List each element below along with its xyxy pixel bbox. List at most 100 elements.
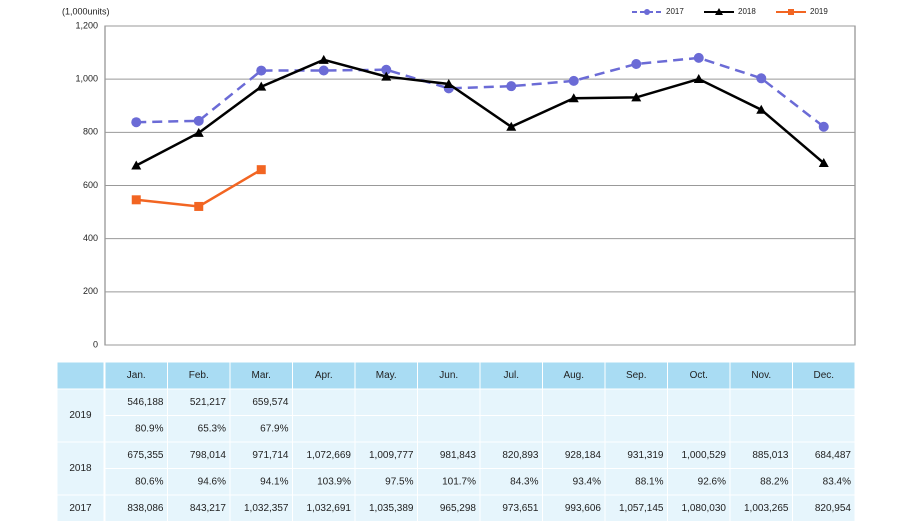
table-cell xyxy=(604,494,668,522)
table-cell xyxy=(479,468,543,496)
table-yoy: 88.2% xyxy=(760,476,788,487)
table-cell xyxy=(167,494,231,522)
point xyxy=(193,127,204,137)
table-cell xyxy=(667,468,731,496)
legend-label: 2017 xyxy=(666,7,684,16)
point xyxy=(756,104,767,114)
x-tick-label: Jun. xyxy=(439,370,458,381)
y-tick-label: 0 xyxy=(93,339,98,349)
point xyxy=(194,201,204,211)
x-tick-label: Jan. xyxy=(127,370,146,381)
x-tick-label: May. xyxy=(376,370,397,381)
table-value: 684,487 xyxy=(815,450,852,461)
series-line xyxy=(136,56,825,128)
table-cell xyxy=(479,415,543,443)
table-value: 820,954 xyxy=(815,503,852,514)
table-cell xyxy=(229,388,293,416)
table-yoy: 80.9% xyxy=(135,423,163,434)
table-value: 981,843 xyxy=(440,450,477,461)
table-year-label: 2019 xyxy=(69,410,92,421)
point xyxy=(193,115,204,126)
table-cell xyxy=(792,415,856,443)
table-cell xyxy=(354,388,418,416)
table-year-label: 2017 xyxy=(69,503,92,514)
table-yoy: 101.7% xyxy=(442,476,476,487)
table-cell xyxy=(542,468,606,496)
table-cell xyxy=(792,388,856,416)
point xyxy=(631,58,642,69)
legend-label: 2019 xyxy=(810,7,828,16)
table-value: 1,035,389 xyxy=(369,503,414,514)
point xyxy=(631,92,642,102)
point xyxy=(381,64,392,75)
table-cell xyxy=(667,388,731,416)
table-value: 798,014 xyxy=(190,450,227,461)
table-value: 971,714 xyxy=(252,450,289,461)
table-cell xyxy=(667,494,731,522)
table-cell xyxy=(667,415,731,443)
table-value: 931,319 xyxy=(627,450,664,461)
table-cell xyxy=(792,441,856,469)
table-year-cell xyxy=(56,388,105,443)
table-cell xyxy=(104,494,168,522)
table-value: 1,072,669 xyxy=(307,450,352,461)
table-value: 1,009,777 xyxy=(369,450,414,461)
point xyxy=(318,65,329,76)
legend-label: 2018 xyxy=(738,7,756,16)
table-year-cell xyxy=(56,494,105,522)
table-cell xyxy=(542,415,606,443)
y-tick-label: 1,200 xyxy=(75,20,98,30)
table-cell xyxy=(354,441,418,469)
x-tick-label: Feb. xyxy=(189,370,209,381)
table-value: 1,003,265 xyxy=(744,503,789,514)
x-tick-label: Sep. xyxy=(626,370,647,381)
table-yoy: 93.4% xyxy=(573,476,601,487)
point xyxy=(693,52,704,63)
table-cell xyxy=(542,494,606,522)
point xyxy=(568,75,579,86)
table-value: 1,032,357 xyxy=(244,503,289,514)
table-cell xyxy=(229,415,293,443)
point xyxy=(506,81,517,92)
table-cell xyxy=(604,415,668,443)
point xyxy=(818,121,829,132)
table-value: 521,217 xyxy=(190,397,227,408)
x-tick-label: Dec. xyxy=(813,370,834,381)
table-value: 838,086 xyxy=(127,503,164,514)
table-value: 1,057,145 xyxy=(619,503,664,514)
table-cell xyxy=(729,415,793,443)
table-value: 659,574 xyxy=(252,397,289,408)
table-header-cell xyxy=(667,361,731,390)
table-header-cell xyxy=(229,361,293,390)
point xyxy=(568,93,579,103)
point xyxy=(756,73,767,84)
table-year-label: 2018 xyxy=(69,463,92,474)
table-value: 675,355 xyxy=(127,450,164,461)
point xyxy=(381,71,392,81)
table-cell xyxy=(729,388,793,416)
table-cell xyxy=(417,494,481,522)
point xyxy=(131,117,142,128)
table-value: 965,298 xyxy=(440,503,477,514)
table-cell xyxy=(104,441,168,469)
x-tick-label: Mar. xyxy=(252,370,271,381)
x-tick-label: Oct. xyxy=(690,370,708,381)
table-cell xyxy=(104,388,168,416)
point xyxy=(818,158,829,168)
x-tick-label: Apr. xyxy=(315,370,333,381)
y-axis-label: (1,000units) xyxy=(62,6,110,16)
table-value: 843,217 xyxy=(190,503,227,514)
table-cell xyxy=(229,441,293,469)
table-cell xyxy=(417,415,481,443)
table-value: 973,651 xyxy=(502,503,539,514)
table-cell xyxy=(292,388,356,416)
point xyxy=(693,74,704,84)
table-cell xyxy=(542,388,606,416)
table-cell xyxy=(604,441,668,469)
table-cell xyxy=(479,388,543,416)
table-yoy: 88.1% xyxy=(635,476,663,487)
table-header-cell xyxy=(479,361,543,390)
point xyxy=(131,160,142,170)
table-cell xyxy=(354,415,418,443)
